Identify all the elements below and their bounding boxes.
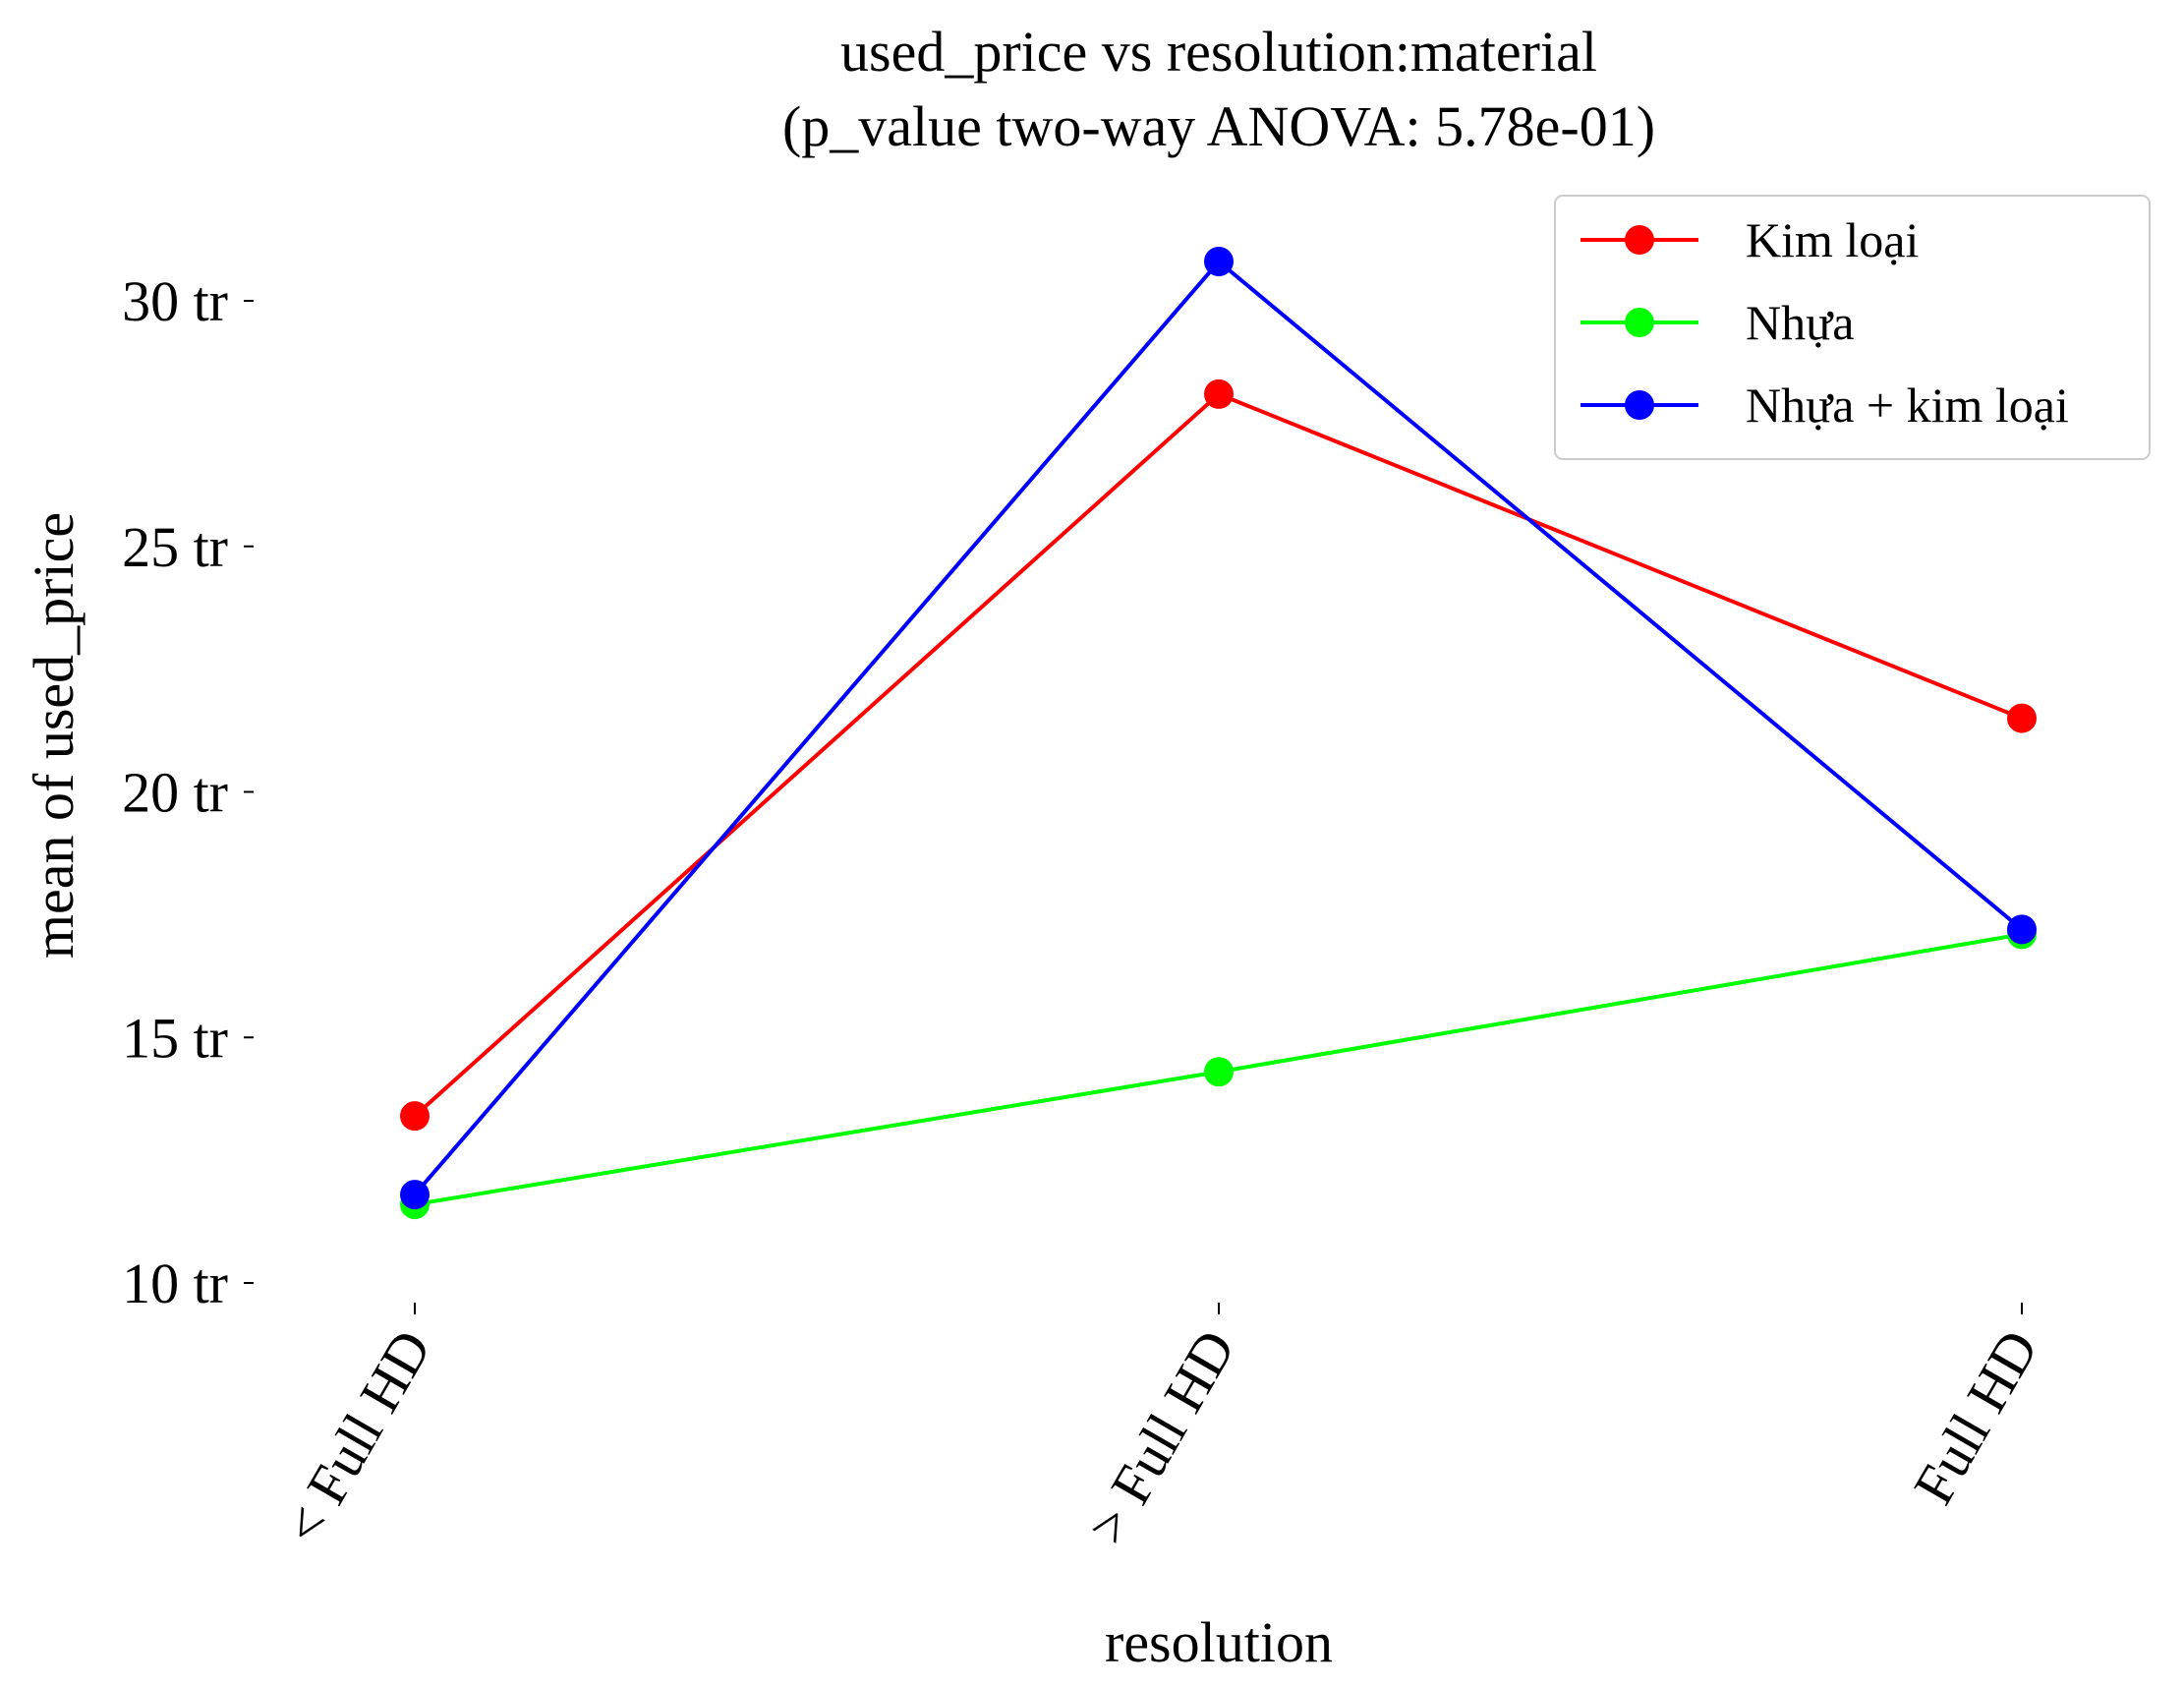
series-layer [400,247,2037,1220]
series-point [1204,378,1234,409]
x-axis-label: resolution [1105,1610,1333,1674]
y-tick-label: 20 tr [122,761,228,825]
series-1 [400,919,2037,1220]
legend-entry: Kim loại [1746,212,1919,267]
y-axis: 10 tr 15 tr 20 tr 25 tr 30 tr [122,269,254,1315]
series-point [1204,247,1234,277]
x-tick-label: Full HD [1901,1319,2050,1515]
series-point [1204,1057,1234,1087]
y-tick-label: 15 tr [122,1006,228,1070]
legend-entry: Nhựa [1746,295,1854,350]
chart-subtitle: (p_value two-way ANOVA: 5.78e-01) [782,94,1655,158]
y-tick-label: 30 tr [122,269,228,333]
y-axis-label: mean of used_price [22,512,86,959]
x-tick-label: < Full HD [270,1319,443,1554]
series-point [400,1180,430,1210]
y-tick-label: 10 tr [122,1251,228,1315]
series-2 [400,247,2037,1210]
legend-box [1554,195,2151,460]
series-line [413,391,2023,1118]
legend-swatch-marker [1625,390,1654,420]
x-axis: < Full HD > Full HD Full HD [270,1303,2050,1554]
chart-title: used_price vs resolution:material [840,20,1597,84]
x-tick-label: > Full HD [1074,1319,1247,1554]
series-0 [400,378,2037,1132]
series-point [2007,703,2037,733]
legend: Kim loại Nhựa Nhựa + kim loại [1554,195,2151,460]
legend-entry: Nhựa + kim loại [1746,378,2069,433]
series-point [2007,914,2037,945]
legend-swatch-marker [1625,225,1654,255]
y-tick-label: 25 tr [122,515,228,579]
legend-swatch-marker [1625,308,1654,337]
series-point [400,1101,430,1132]
